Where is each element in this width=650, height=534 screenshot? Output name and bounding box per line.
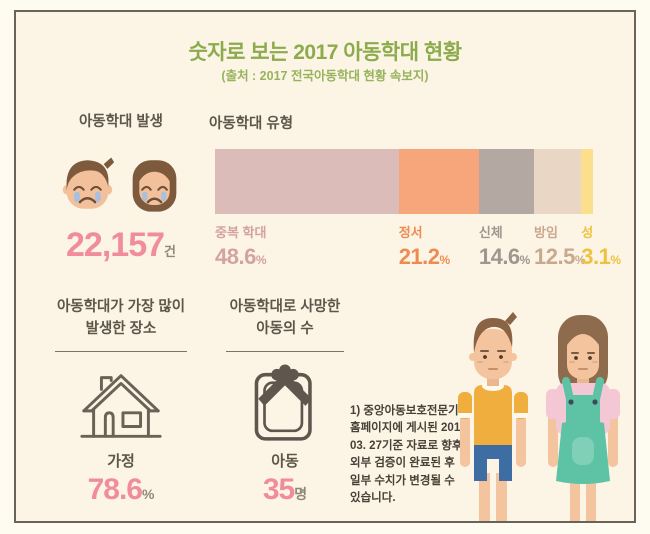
types-heading: 아동학대 유형 [209,116,294,132]
children-illustration [458,312,620,521]
bar-segment-3 [534,149,582,214]
bar-category-value: 14.6% [478,244,531,269]
bar-category-value: 48.6% [215,244,267,269]
section-abuse-place: 아동학대가 가장 많이 발생한 장소 가정 78.6% [44,297,198,507]
bar-category-value: 12.5% [534,244,586,269]
divider [55,350,187,352]
place-count: 78.6% [44,473,198,507]
house-icon [80,373,162,438]
place-heading: 아동학대가 가장 많이 발생한 장소 [56,299,186,337]
bar-label-2: 신체 14.6% [478,222,531,270]
divider [226,350,344,352]
deaths-value: 35 [262,472,295,506]
deaths-count: 35명 [210,473,360,507]
bar-label-1: 정서 21.2% [398,222,451,270]
occurrence-heading: 아동학대 발생 [78,114,164,130]
crying-girl-icon [132,160,177,212]
bar-label-3: 방임 12.5% [534,222,586,270]
place-label: 가정 [107,452,135,470]
bar-label-4: 성 3.1% [581,222,621,270]
bar-segment-1 [398,149,479,214]
memorial-portrait-icon [254,363,312,441]
infographic-frame: 숫자로 보는 2017 아동학대 현황 (출처 : 2017 전국아동학대 현황… [14,10,636,523]
abuse-types-labels: 중복 학대 48.6% 정서 21.2% 신체 14.6% 방임 12.5% 성 3.1% [215,222,621,274]
bar-category-name: 신체 [478,225,503,240]
place-value: 78.6 [87,472,143,506]
page-subtitle: (출처 : 2017 전국아동학대 현황 속보지) [221,69,429,83]
bar-category-value: 21.2% [398,244,451,269]
boy-figure [458,312,528,521]
deaths-label: 아동 [271,452,299,470]
deaths-unit: 명 [294,485,308,502]
bar-category-value: 3.1% [581,244,621,269]
occurrence-unit: 건 [164,243,176,259]
occurrence-count: 22,157건 [44,226,198,265]
deaths-heading: 아동학대로 사망한 아동의 수 [229,299,341,337]
page-title: 숫자로 보는 2017 아동학대 현황 [188,41,462,64]
section-abuse-deaths: 아동학대로 사망한 아동의 수 아동 35명 [210,297,360,507]
crying-boy-icon [62,157,115,209]
bar-segment-2 [478,149,535,214]
bar-category-name: 성 [581,225,594,240]
girl-figure [546,315,620,521]
bar-category-name: 중복 학대 [215,225,267,240]
abuse-types-bar [215,149,593,214]
bar-segment-0 [215,149,399,214]
crying-children-icons [44,154,198,216]
bar-category-name: 정서 [398,225,423,240]
bar-segment-4 [581,149,593,214]
bar-category-name: 방임 [534,225,558,240]
place-unit: % [141,485,155,502]
occurrence-value: 22,157 [66,225,165,264]
bar-label-0: 중복 학대 48.6% [215,222,267,270]
section-abuse-occurrence: 아동학대 발생 [44,112,198,265]
